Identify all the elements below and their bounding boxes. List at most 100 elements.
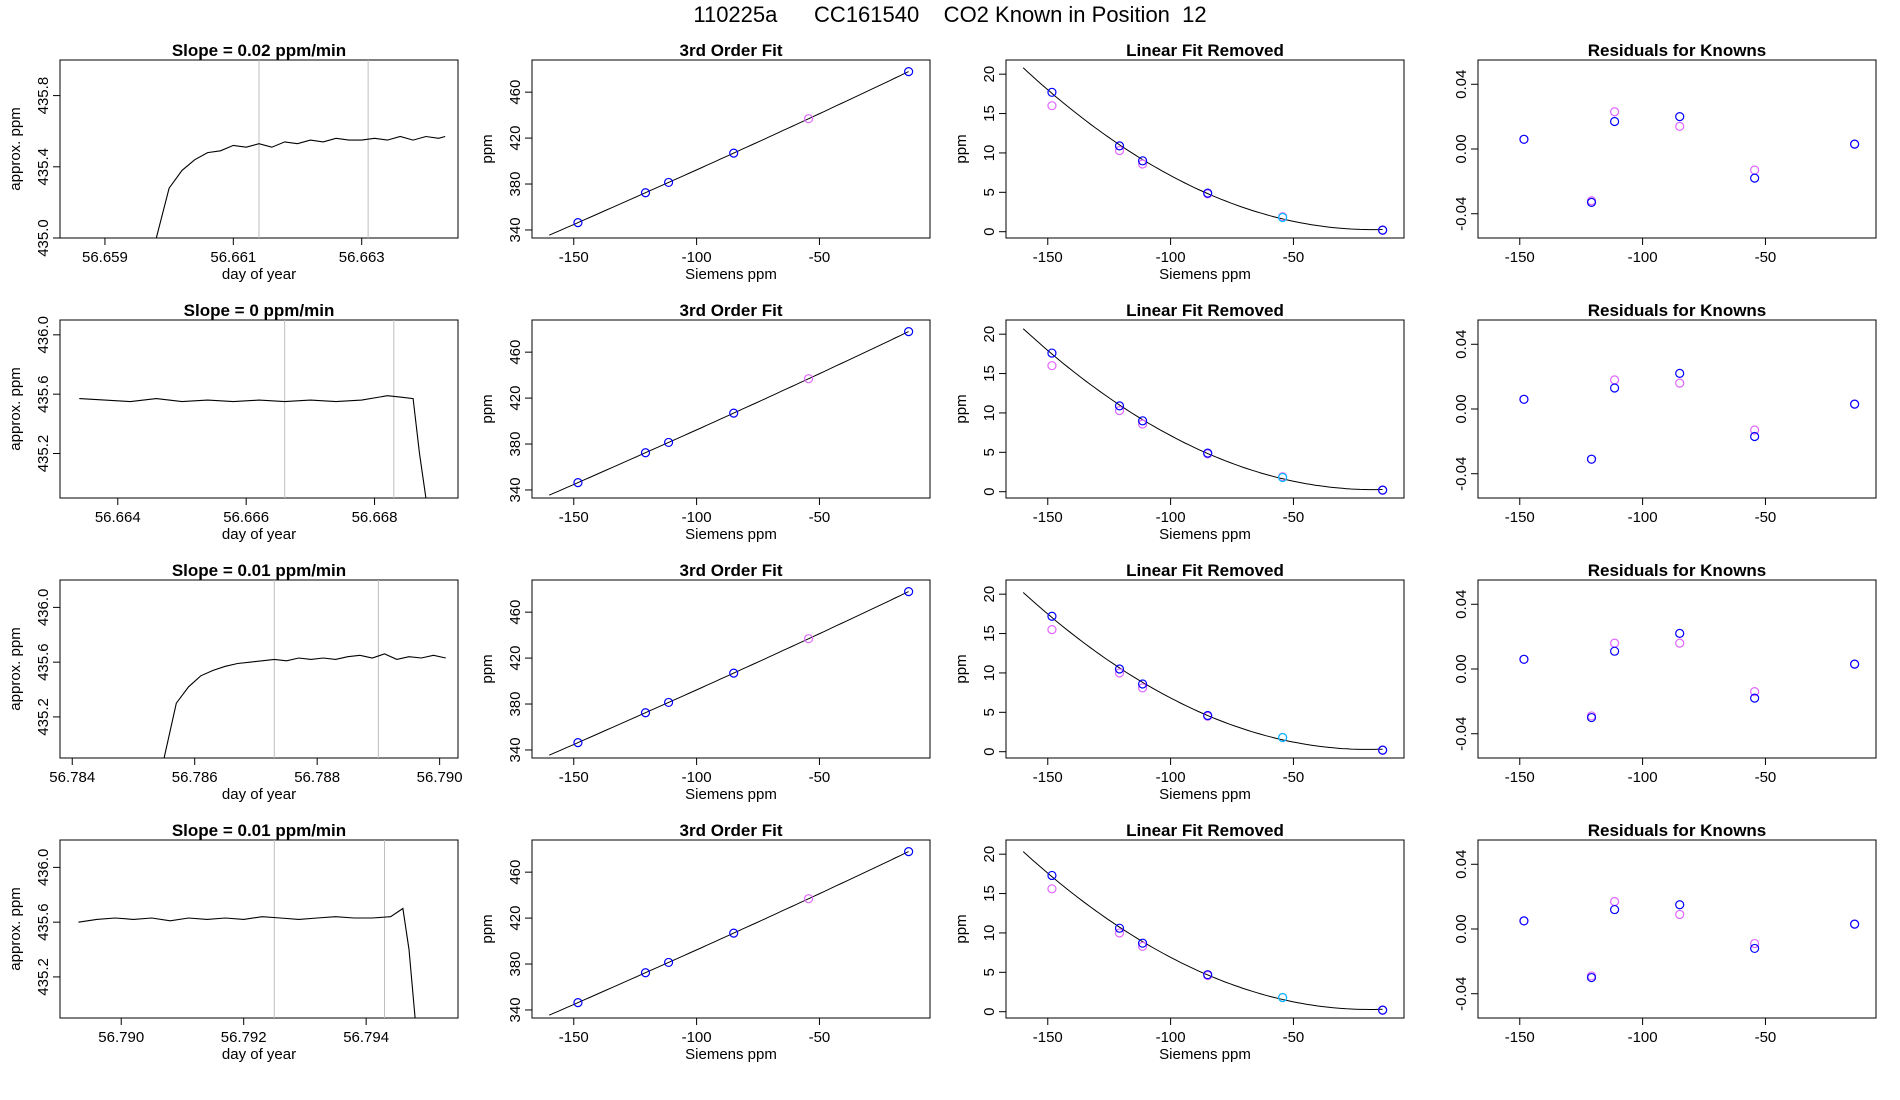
- magenta-point: [1609, 896, 1620, 907]
- blue-point: [904, 66, 914, 77]
- series-line: [79, 395, 427, 498]
- y-tick-label: 435.6: [35, 643, 52, 681]
- y-axis-label: approx. ppm: [7, 107, 24, 190]
- blue-point: [573, 478, 583, 488]
- y-tick-label: 435.6: [35, 903, 52, 941]
- y-tick-label: 0: [981, 748, 998, 756]
- blue-point: [1519, 916, 1529, 926]
- panel-2-2: Linear Fit Removed -150 -100 -50 0 5 10 15 20 Sie…: [953, 561, 1405, 803]
- blue-point: [573, 738, 583, 748]
- x-tick-label: -150: [1033, 509, 1063, 526]
- blue-point: [904, 586, 914, 597]
- x-tick-label: -100: [1156, 1029, 1186, 1046]
- blue-point: [1586, 197, 1597, 207]
- blue-point: [1047, 87, 1057, 97]
- x-tick-label: 56.664: [95, 509, 141, 526]
- y-tick-label: 20: [981, 66, 998, 83]
- x-tick-label: -50: [1755, 769, 1777, 786]
- magenta-point: [1750, 938, 1760, 949]
- y-tick-label: 15: [981, 105, 998, 122]
- y-tick-label: 5: [981, 968, 998, 976]
- x-tick-label: -50: [809, 249, 831, 266]
- x-tick-label: -100: [682, 1029, 712, 1046]
- plot-frame: [1477, 319, 1877, 499]
- panel-title: 3rd Order Fit: [680, 41, 783, 60]
- panel-title: Slope = 0.01 ppm/min: [172, 561, 346, 580]
- blue-point: [1114, 664, 1125, 674]
- magenta-point: [1609, 638, 1620, 648]
- x-tick-label: 56.788: [294, 769, 340, 786]
- y-tick-label: 340: [507, 477, 524, 502]
- blue-point: [1609, 646, 1620, 656]
- blue-point: [1675, 628, 1685, 639]
- y-tick-label: 435.0: [35, 219, 52, 257]
- blue-point: [1675, 900, 1685, 910]
- x-axis-label: day of year: [222, 1046, 296, 1063]
- y-tick-label: -0.04: [1453, 977, 1470, 1011]
- x-tick-label: -150: [1505, 509, 1535, 526]
- y-tick-label: 0.04: [1453, 590, 1470, 619]
- x-tick-label: -50: [809, 769, 831, 786]
- panel-2-0: Slope = 0.01 ppm/min 56.784 56.786 56.788 56…: [7, 561, 463, 803]
- y-tick-label: 420: [507, 386, 524, 411]
- blue-point: [1586, 972, 1597, 983]
- y-tick-label: 380: [507, 952, 524, 977]
- panel-title: Linear Fit Removed: [1126, 301, 1284, 320]
- blue-point: [1278, 992, 1288, 1003]
- blue-point: [663, 957, 674, 968]
- y-tick-label: 10: [981, 145, 998, 162]
- x-axis-label: Siemens ppm: [685, 1046, 777, 1063]
- panel-1-2: Linear Fit Removed -150 -100 -50 0 5 10 15 20 Sie…: [953, 301, 1405, 543]
- blue-point: [1850, 919, 1860, 929]
- y-tick-label: 10: [981, 665, 998, 682]
- fit-curve: [1022, 592, 1383, 750]
- panel-0-3: Residuals for Knowns -150 -100 -50 -0.04 0.00…: [1453, 41, 1877, 266]
- x-tick-label: -150: [1033, 1029, 1063, 1046]
- y-tick-label: 0.00: [1453, 914, 1470, 943]
- magenta-point: [1114, 145, 1125, 156]
- x-tick-label: -150: [559, 1029, 589, 1046]
- fit-curve: [548, 851, 909, 1016]
- y-tick-label: 0.00: [1453, 654, 1470, 683]
- blue-point: [904, 846, 914, 857]
- y-tick-label: 420: [507, 646, 524, 671]
- y-tick-label: 460: [507, 340, 524, 365]
- x-tick-label: 56.659: [82, 249, 128, 266]
- plot-frame: [59, 839, 459, 1019]
- y-tick-label: 460: [507, 80, 524, 105]
- blue-point: [1203, 970, 1213, 980]
- magenta-point: [1114, 405, 1125, 416]
- magenta-point: [1137, 419, 1148, 429]
- blue-point: [1519, 394, 1529, 404]
- y-tick-label: 0: [981, 1008, 998, 1016]
- y-tick-label: 435.2: [35, 698, 52, 736]
- x-tick-label: -50: [1283, 1029, 1305, 1046]
- blue-point: [1137, 156, 1148, 166]
- blue-point: [1378, 485, 1388, 495]
- magenta-point: [1047, 361, 1057, 371]
- plot-frame: [1005, 839, 1405, 1019]
- y-tick-label: 0.04: [1453, 70, 1470, 99]
- blue-point: [729, 408, 739, 418]
- y-tick-label: 15: [981, 885, 998, 902]
- blue-point: [1203, 188, 1213, 198]
- blue-point: [640, 448, 651, 458]
- panel-title: Residuals for Knowns: [1588, 301, 1767, 320]
- magenta-point: [1609, 107, 1620, 117]
- magenta-point: [1137, 941, 1148, 951]
- blue-point: [1609, 904, 1620, 915]
- plot-frame: [59, 319, 459, 499]
- x-tick-label: -100: [1156, 509, 1186, 526]
- panel-3-2: Linear Fit Removed -150 -100 -50 0 5 10 15 20 Sie…: [953, 821, 1405, 1063]
- y-axis-label: approx. ppm: [7, 887, 24, 970]
- y-tick-label: 5: [981, 448, 998, 456]
- panel-title: 3rd Order Fit: [680, 821, 783, 840]
- blue-point: [1278, 732, 1288, 743]
- x-tick-label: -150: [559, 769, 589, 786]
- panel-0-1: 3rd Order Fit -150 -100 -50 340 380 420 460 Siem…: [479, 41, 931, 283]
- panel-0-0: Slope = 0.02 ppm/min 56.659 56.661 56.663 43…: [7, 41, 459, 283]
- blue-point: [1675, 368, 1685, 378]
- series-line: [78, 907, 416, 1018]
- y-tick-label: 435.2: [35, 958, 52, 996]
- blue-point: [804, 374, 814, 384]
